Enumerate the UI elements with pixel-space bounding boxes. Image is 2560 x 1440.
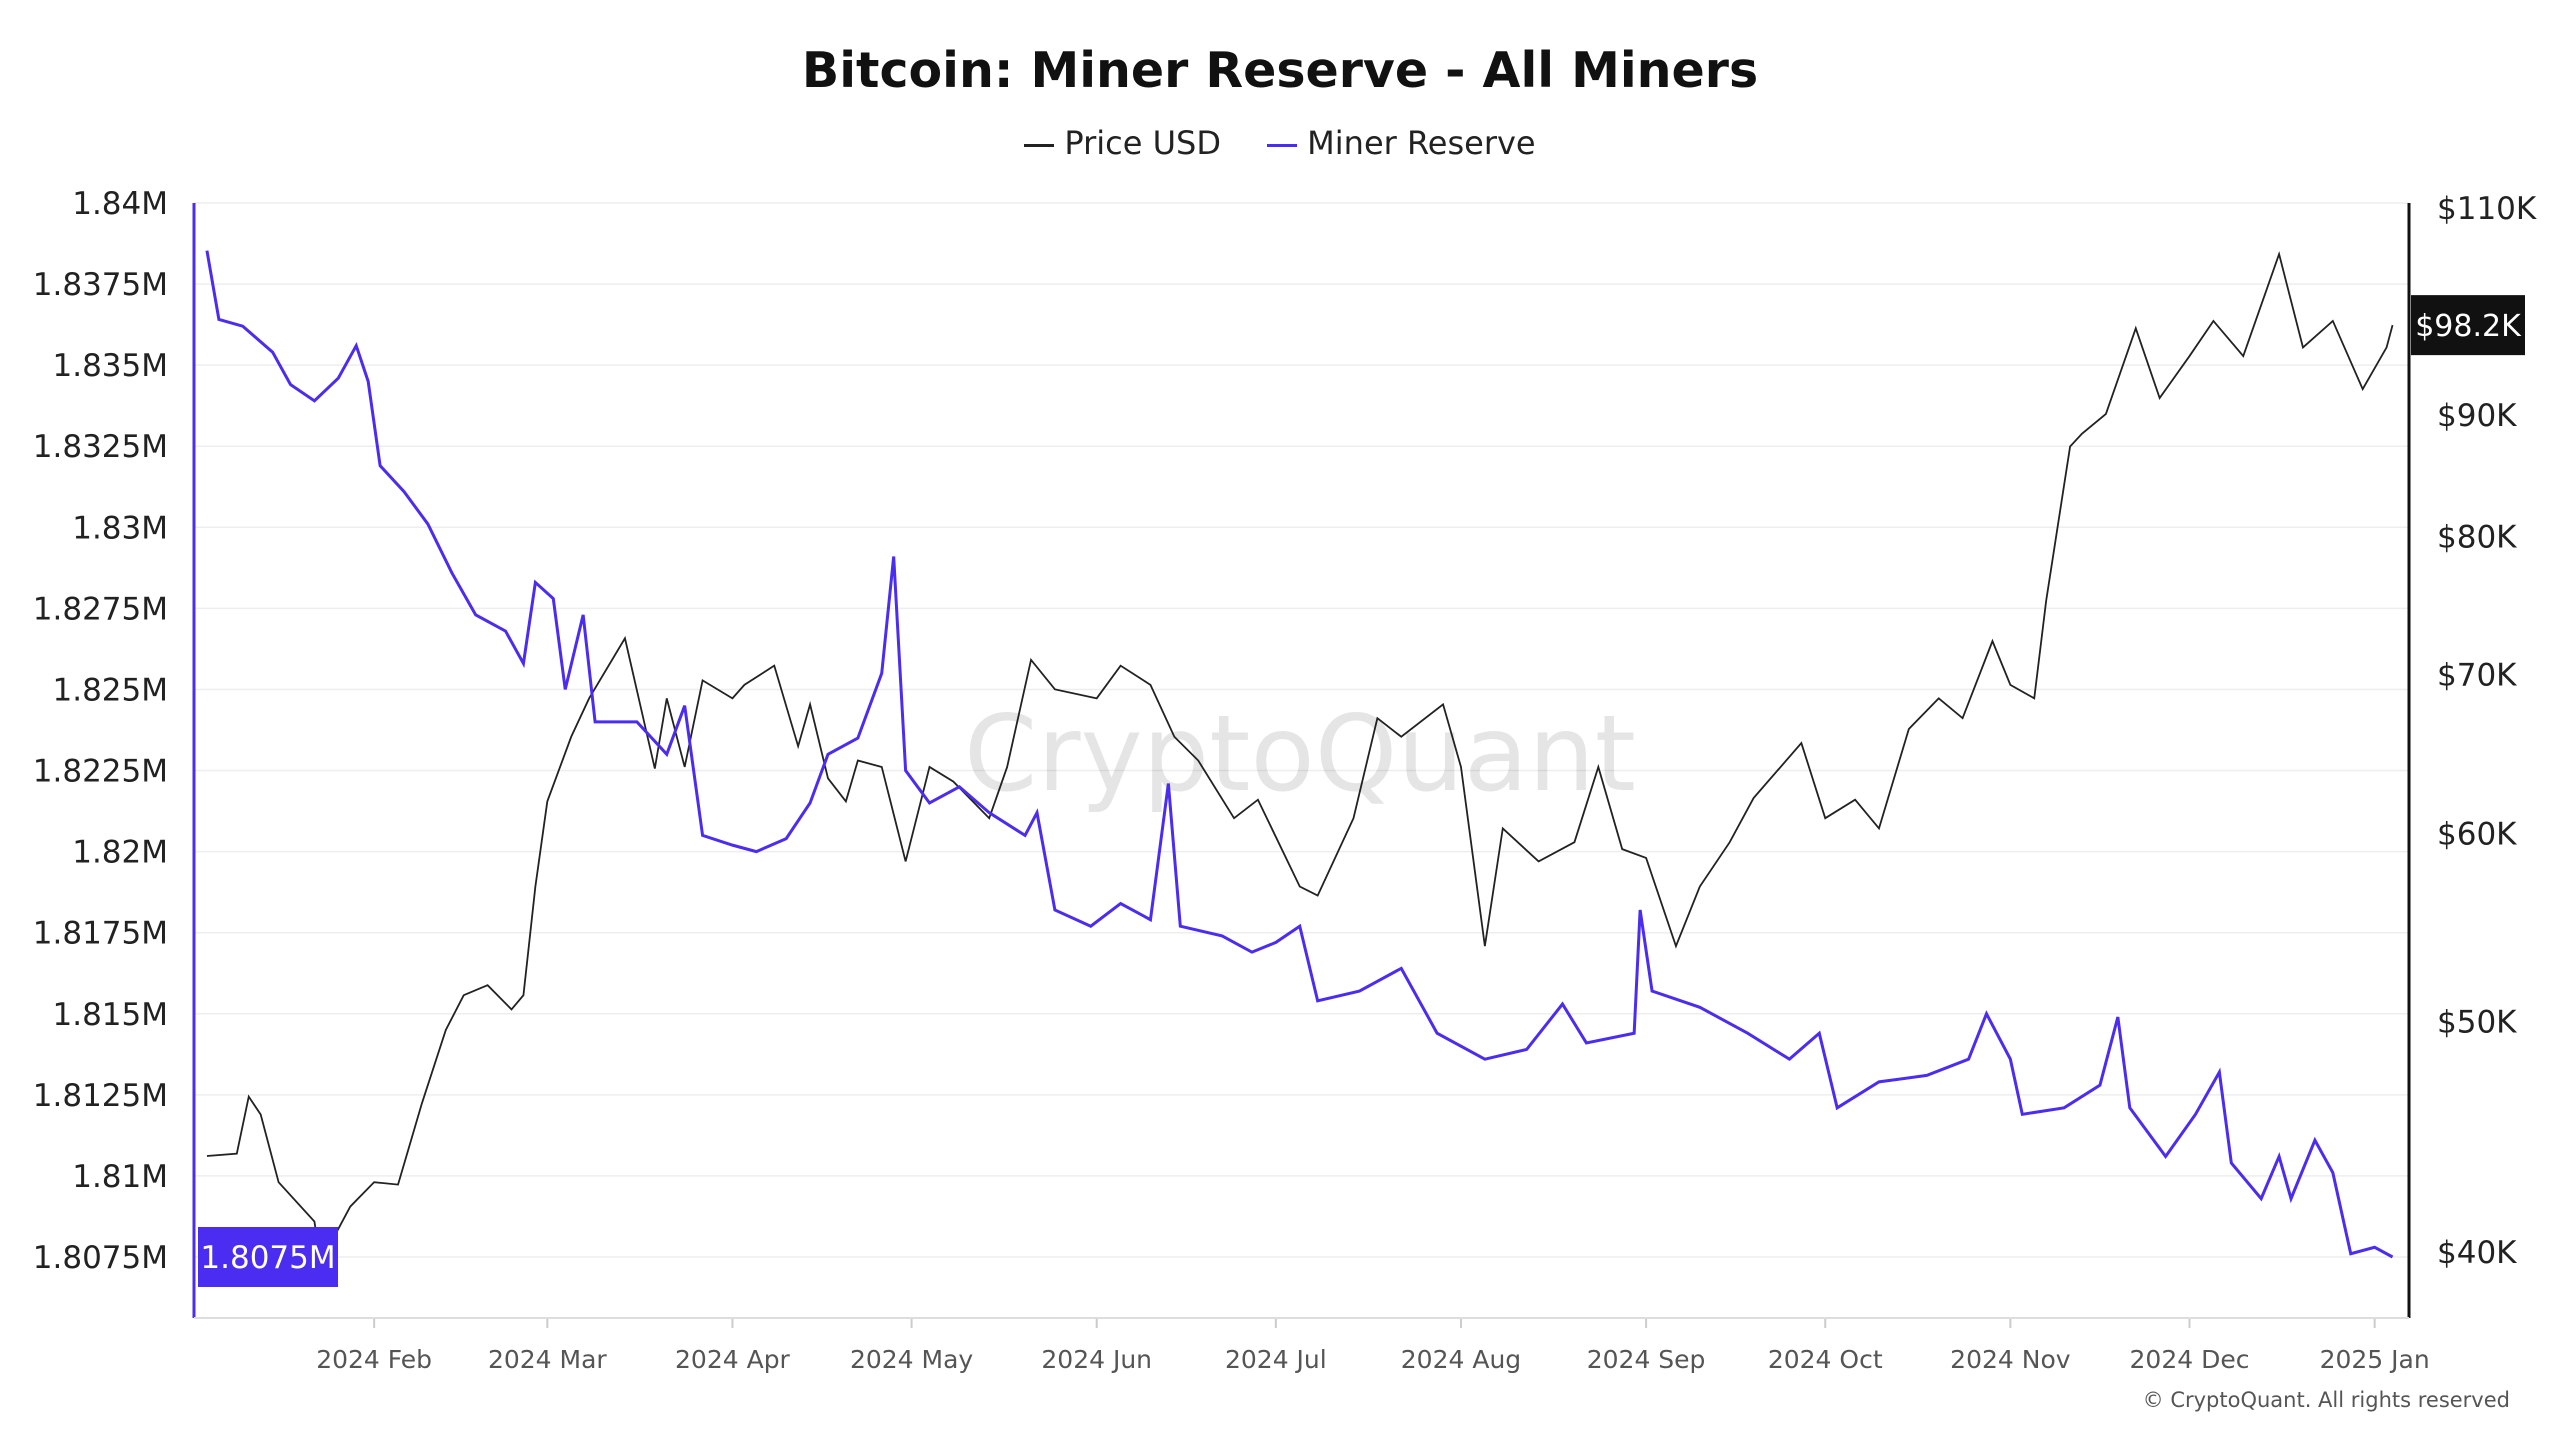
current-reserve-badge xyxy=(198,1227,338,1287)
right-tick-label: $60K xyxy=(2437,817,2517,853)
current-reserve-label: 1.8075M xyxy=(200,1240,335,1276)
reserve-line xyxy=(205,250,2394,1259)
x-tick-label: 2024 Oct xyxy=(1768,1345,1883,1374)
x-tick-label: 2024 Nov xyxy=(1950,1345,2071,1374)
left-tick-label: 1.8325M xyxy=(33,429,168,465)
left-tick-label: 1.8375M xyxy=(33,267,168,303)
left-tick-label: 1.8225M xyxy=(33,754,168,790)
reserve-swatch-icon xyxy=(1267,143,1298,147)
x-tick-label: 2024 Aug xyxy=(1401,1345,1521,1374)
price-line xyxy=(206,250,2394,1266)
left-tick-label: 1.8175M xyxy=(33,916,168,952)
x-tick-label: 2024 Apr xyxy=(675,1345,791,1374)
chart-title: Bitcoin: Miner Reserve - All Miners xyxy=(801,42,1759,99)
price-swatch-icon xyxy=(1024,143,1055,147)
x-tick-label: 2024 Sep xyxy=(1587,1345,1706,1374)
left-tick-label: 1.835M xyxy=(53,348,169,384)
right-tick-label: $40K xyxy=(2437,1235,2517,1271)
left-tick-label: 1.84M xyxy=(72,186,168,222)
left-tick-label: 1.83M xyxy=(72,510,168,546)
legend[interactable]: Price USD Miner Reserve xyxy=(0,124,2560,162)
legend-item-price[interactable]: Price USD xyxy=(1024,124,1221,162)
legend-item-reserve[interactable]: Miner Reserve xyxy=(1267,124,1536,162)
left-tick-label: 1.81M xyxy=(72,1159,168,1195)
x-tick-label: 2025 Jan xyxy=(2320,1345,2430,1374)
x-tick-label: 2024 Feb xyxy=(316,1345,432,1374)
copyright: © CryptoQuant. All rights reserved xyxy=(2142,1388,2510,1412)
right-tick-label: $110K xyxy=(2437,191,2537,227)
right-tick-label: $80K xyxy=(2437,520,2517,556)
left-tick-label: 1.825M xyxy=(53,672,169,708)
left-tick-label: 1.8125M xyxy=(33,1078,168,1114)
left-tick-label: 1.8075M xyxy=(33,1240,168,1276)
current-price-label: $98.2K xyxy=(2415,309,2522,344)
left-tick-label: 1.815M xyxy=(53,997,169,1033)
legend-label-reserve: Miner Reserve xyxy=(1307,124,1536,162)
left-tick-label: 1.82M xyxy=(72,835,168,871)
x-tick-label: 2024 Jul xyxy=(1225,1345,1327,1374)
right-tick-label: $70K xyxy=(2437,657,2517,693)
x-tick-label: 2024 May xyxy=(850,1345,973,1374)
x-tick-label: 2024 Dec xyxy=(2130,1345,2250,1374)
x-tick-label: 2024 Mar xyxy=(488,1345,607,1374)
legend-label-price: Price USD xyxy=(1064,124,1221,162)
right-tick-label: $50K xyxy=(2437,1005,2517,1041)
current-price-badge xyxy=(2411,295,2525,356)
left-tick-label: 1.8275M xyxy=(33,591,168,627)
watermark: CryptoQuant xyxy=(964,693,1636,815)
x-tick-label: 2024 Jun xyxy=(1041,1345,1152,1374)
right-tick-label: $90K xyxy=(2437,398,2517,434)
